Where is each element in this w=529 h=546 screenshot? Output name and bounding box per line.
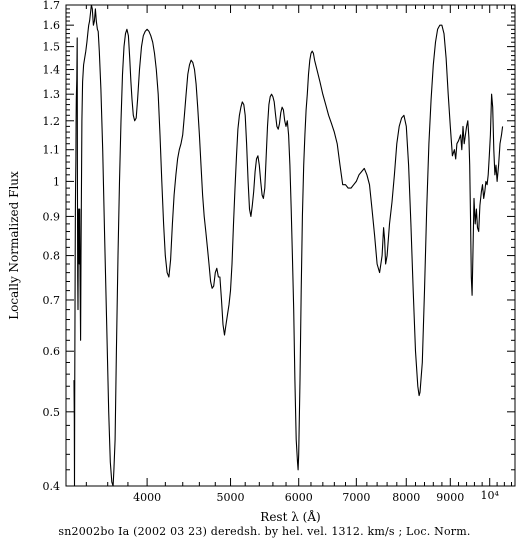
y-tick-label: 0.8 <box>43 250 61 263</box>
y-tick-label: 1 <box>53 175 60 188</box>
x-tick-label: 9000 <box>436 491 464 504</box>
x-tick-label: 8000 <box>392 491 420 504</box>
x-tick-label: 10⁴ <box>480 489 499 502</box>
x-tick-label: 5000 <box>217 491 245 504</box>
plot-frame <box>65 4 516 487</box>
y-tick-label: 0.5 <box>43 406 61 419</box>
y-tick-label: 1.3 <box>43 88 61 101</box>
y-tick-label: 1.5 <box>43 41 61 54</box>
y-tick-label: 1.4 <box>43 64 61 77</box>
y-tick-label: 1.1 <box>43 144 61 157</box>
y-axis-ticks: 0.4 0.5 0.6 0.7 0.8 0.9 1 1.1 1.2 1.3 1.4 1.5 1.6 1.7 <box>43 0 515 493</box>
x-axis-label: Rest λ (Å) <box>260 509 320 524</box>
spectrum-series-line <box>73 4 504 487</box>
y-tick-label: 0.4 <box>43 480 61 493</box>
figure-caption: sn2002bo Ia (2002 03 23) deredsh. by hel… <box>58 525 471 538</box>
y-tick-label: 1.7 <box>43 0 61 12</box>
x-tick-label: 4000 <box>133 491 161 504</box>
x-axis-ticks: 4000 5000 6000 7000 8000 9000 10⁴ <box>85 5 512 504</box>
y-tick-label: 0.9 <box>43 210 61 223</box>
y-tick-label: 1.6 <box>43 19 61 32</box>
y-tick-label: 0.6 <box>43 345 61 358</box>
y-tick-label: 0.7 <box>43 294 61 307</box>
y-tick-label: 1.2 <box>43 115 61 128</box>
x-tick-label: 7000 <box>342 491 370 504</box>
x-tick-label: 6000 <box>285 491 313 504</box>
y-axis-label: Locally Normalized Flux <box>7 171 21 320</box>
